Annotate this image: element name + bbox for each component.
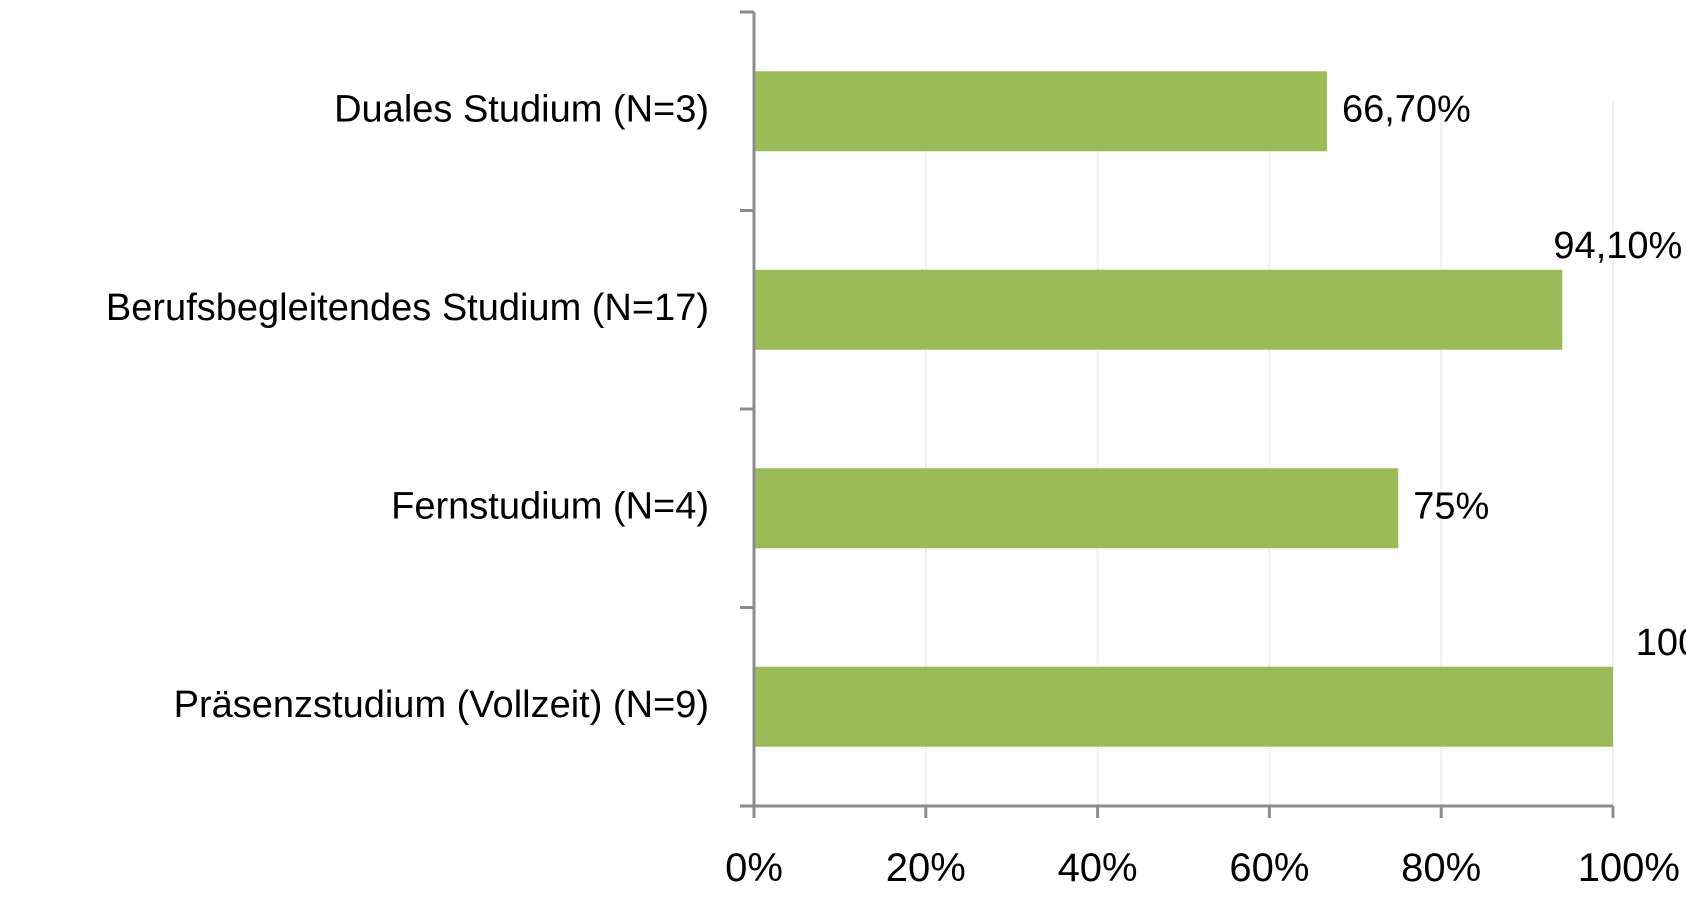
category-label-1: Berufsbegleitendes Studium (N=17): [106, 287, 709, 329]
x-tick-label-0: 0%: [725, 846, 783, 890]
x-tick-label-3: 60%: [1229, 846, 1309, 890]
category-label-2: Fernstudium (N=4): [391, 485, 709, 527]
x-tick-label-2: 40%: [1058, 846, 1138, 890]
labels: Duales Studium (N=3) 66,70% Berufsbegleite…: [106, 88, 1686, 890]
x-tick-label-5: 100%: [1578, 846, 1680, 890]
data-label-1: 94,10%: [1553, 225, 1682, 267]
bar-0: [754, 71, 1327, 152]
axes: [740, 10, 1615, 818]
data-label-2: 75%: [1413, 485, 1489, 527]
bar-3: [754, 666, 1613, 747]
x-tick-label-4: 80%: [1401, 846, 1481, 890]
bars: [754, 71, 1613, 747]
data-label-0: 66,70%: [1342, 88, 1471, 130]
bar-2: [754, 468, 1399, 549]
category-label-0: Duales Studium (N=3): [334, 88, 709, 130]
category-label-3: Präsenzstudium (Vollzeit) (N=9): [174, 684, 709, 726]
data-label-3: 100%: [1636, 622, 1686, 664]
x-tick-label-1: 20%: [886, 846, 966, 890]
bar-1: [754, 269, 1563, 350]
